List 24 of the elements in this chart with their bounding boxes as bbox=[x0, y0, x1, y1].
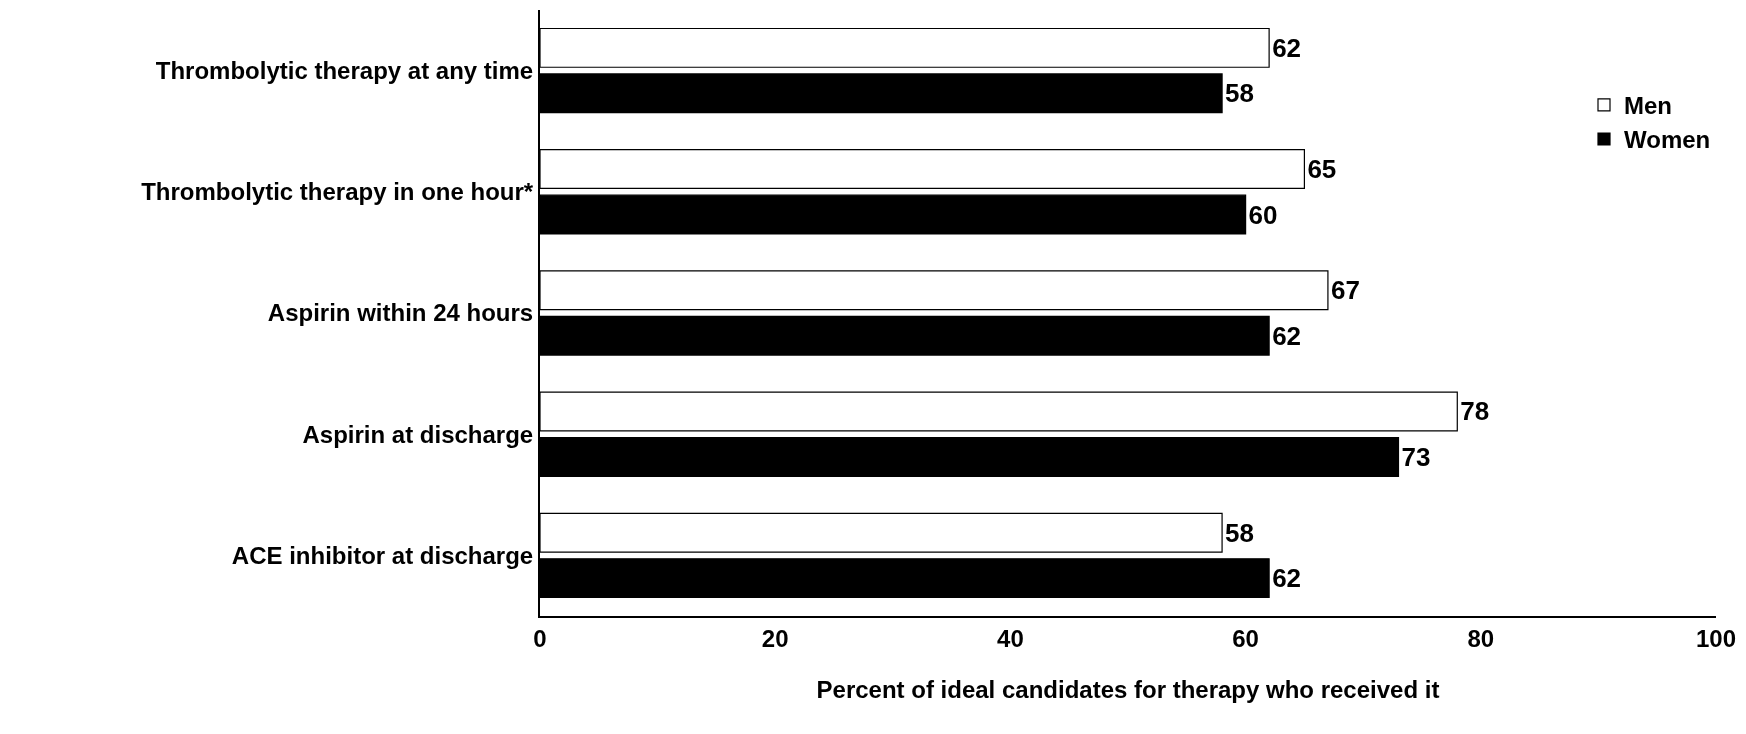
y-tick-label: Thrombolytic therapy in one hour* bbox=[141, 178, 534, 206]
legend-label: Women bbox=[1624, 126, 1711, 154]
data-label: 62 bbox=[1272, 32, 1302, 63]
x-tick-label: 100 bbox=[1695, 624, 1737, 652]
x-tick-label: 20 bbox=[761, 624, 789, 652]
data-label: 62 bbox=[1272, 320, 1302, 351]
data-label: 65 bbox=[1307, 154, 1337, 185]
data-label: 58 bbox=[1225, 517, 1254, 548]
data-label: 60 bbox=[1248, 199, 1278, 230]
x-axis-title: Percent of ideal candidates for therapy who received it bbox=[816, 675, 1440, 703]
y-tick-label: Thrombolytic therapy at any time bbox=[155, 57, 534, 84]
y-tick-label: Aspirin at discharge bbox=[302, 420, 534, 448]
data-label: 73 bbox=[1401, 441, 1431, 472]
y-tick-label: Aspirin within 24 hours bbox=[267, 299, 534, 327]
x-tick-label: 40 bbox=[997, 624, 1024, 652]
x-tick-label: 80 bbox=[1467, 624, 1495, 652]
data-label: 58 bbox=[1225, 78, 1254, 109]
x-tick-label: 60 bbox=[1232, 624, 1259, 652]
y-tick-label: ACE inhibitor at discharge bbox=[231, 541, 534, 569]
x-tick-label: 0 bbox=[533, 624, 547, 652]
legend-label: Men bbox=[1624, 92, 1672, 120]
data-label: 78 bbox=[1460, 396, 1490, 427]
data-label: 62 bbox=[1272, 563, 1302, 594]
data-label: 67 bbox=[1330, 275, 1360, 306]
